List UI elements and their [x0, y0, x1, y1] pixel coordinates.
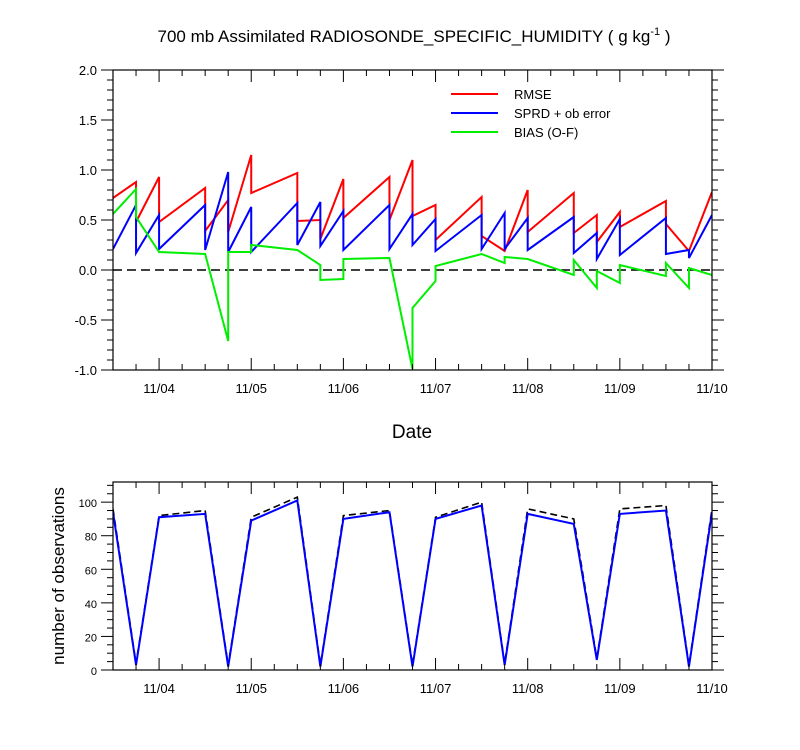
- bottom-y-axis-label: number of observations: [49, 487, 68, 665]
- top-x-tick-label: 11/05: [235, 381, 267, 396]
- top-x-tick-label: 11/10: [696, 381, 728, 396]
- top-x-axis-label: Date: [392, 422, 432, 443]
- top-plot-frame: [112, 69, 713, 371]
- legend-label-bias-o-f: BIAS (O-F): [514, 125, 578, 140]
- top-y-tick-label: 1.5: [79, 113, 97, 128]
- bottom-chart-panel: 11/04 11/05 11/06 11/07 11/08 11/09 11/10 0 20 40…: [49, 481, 728, 696]
- top-plot-area: [113, 154, 712, 370]
- bottom-x-tick-label: 11/09: [604, 681, 636, 696]
- bottom-y-tick-label: 80: [85, 532, 97, 544]
- legend-label-sprd-ob-error: SPRD + ob error: [514, 106, 611, 121]
- bottom-y-tick-label: 100: [79, 498, 97, 510]
- top-y-tick-label: 0.5: [79, 213, 97, 228]
- top-chart-panel: 11/04 11/05 11/06 11/07 11/08 11/09 11/10 -1.0 -…: [75, 63, 728, 443]
- top-series-sprd-ob-error: [113, 171, 712, 263]
- bottom-x-tick-label: 11/10: [696, 681, 728, 696]
- top-x-tick-label: 11/06: [328, 381, 360, 396]
- chart-title: 700 mb Assimilated RADIOSONDE_SPECIFIC_H…: [158, 26, 671, 46]
- top-y-tick-label: -0.5: [75, 313, 97, 328]
- top-x-tick-label: 11/04: [143, 381, 175, 396]
- top-x-tick-label: 11/09: [604, 381, 636, 396]
- bottom-x-tick-label: 11/04: [143, 681, 175, 696]
- top-y-tick-label: 2.0: [79, 63, 97, 78]
- bottom-y-tick-label: 60: [85, 565, 97, 577]
- bottom-x-tick-label: 11/08: [512, 681, 544, 696]
- top-y-tick-label: 1.0: [79, 163, 97, 178]
- top-x-tick-label: 11/07: [420, 381, 452, 396]
- top-legend: RMSE SPRD + ob error BIAS (O-F): [451, 87, 611, 140]
- bottom-x-tick-label: 11/07: [420, 681, 452, 696]
- top-series-bias-o-f: [113, 186, 712, 370]
- bottom-plot-frame: [112, 481, 713, 671]
- top-y-tick-label: -1.0: [75, 363, 97, 378]
- top-y-tick-label: 0.0: [79, 263, 97, 278]
- bottom-series-solid-1: [113, 499, 712, 667]
- bottom-y-tick-label: 40: [85, 599, 97, 611]
- legend-label-rmse: RMSE: [514, 87, 552, 102]
- bottom-x-tick-label: 11/06: [328, 681, 360, 696]
- chart-title-end: ): [660, 27, 670, 46]
- top-x-tick-label: 11/08: [512, 381, 544, 396]
- top-axis-ticks: 11/04 11/05 11/06 11/07 11/08 11/09 11/10 -1.0 -…: [75, 63, 728, 396]
- bottom-y-tick-label: 0: [91, 666, 97, 678]
- bottom-x-tick-label: 11/05: [235, 681, 267, 696]
- bottom-y-tick-label: 20: [85, 632, 97, 644]
- chart-title-main: 700 mb Assimilated RADIOSONDE_SPECIFIC_H…: [158, 27, 651, 46]
- bottom-plot-area: [113, 495, 712, 667]
- chart-title-superscript: -1: [650, 26, 660, 38]
- bottom-series-dashed-0: [113, 495, 712, 666]
